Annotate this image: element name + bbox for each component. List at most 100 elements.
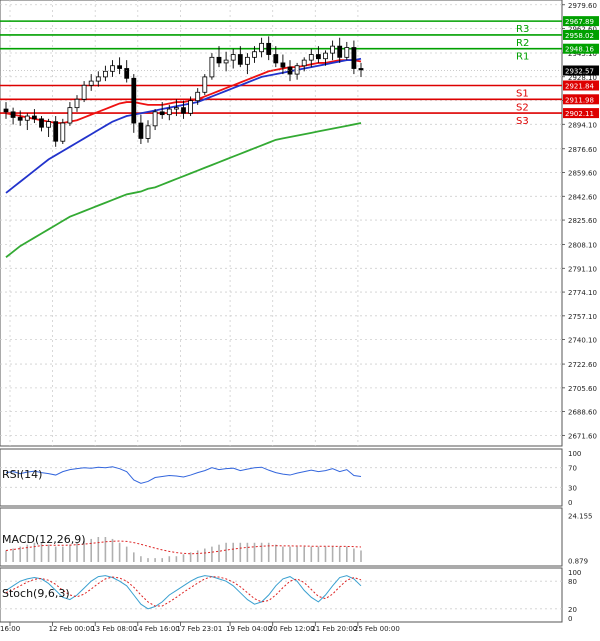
stoch-tick-label: 80 xyxy=(568,578,577,586)
rsi-title: RSI(14) xyxy=(2,468,42,481)
price-tick-label: 2808.10 xyxy=(568,242,597,250)
candle-body xyxy=(138,122,144,139)
price-tick-label: 2825.60 xyxy=(568,217,597,225)
price-tick-label: 2928.10 xyxy=(568,74,597,82)
level-price-label-s1: 2921.84 xyxy=(565,83,594,91)
x-tick-label: 13 Feb 08:00 xyxy=(91,625,137,633)
level-price-tag-r2 xyxy=(563,29,599,40)
candle-body xyxy=(244,56,250,65)
level-name-s3: S3 xyxy=(516,116,529,127)
candle-body xyxy=(124,68,130,79)
candle-body xyxy=(294,65,300,75)
x-tick-label: 16:00 xyxy=(0,625,20,633)
rsi-tick-label: 0 xyxy=(568,499,572,507)
rsi-line xyxy=(5,466,362,484)
candle-body xyxy=(188,100,194,114)
candle-body xyxy=(195,91,201,102)
candle-body xyxy=(131,77,137,124)
price-panel-frame xyxy=(0,0,563,447)
price-tick-label: 2842.60 xyxy=(568,193,597,201)
level-price-tag-s3 xyxy=(563,108,599,119)
price-tick-label: 2859.60 xyxy=(568,170,597,178)
candle-body xyxy=(358,68,364,71)
candle-body xyxy=(301,59,307,67)
macd-panel: 24.155 0.879 MACD(12,26,9) xyxy=(2,513,593,566)
candle-body xyxy=(330,45,336,54)
candle-body xyxy=(95,76,101,82)
level-name-s1: S1 xyxy=(516,89,529,100)
candle-body xyxy=(103,70,108,78)
candle-body xyxy=(323,52,328,60)
candle-body xyxy=(117,65,122,69)
level-price-label-s2: 2911.98 xyxy=(565,96,594,104)
price-tick-label: 2791.10 xyxy=(568,265,597,273)
candles xyxy=(3,36,364,147)
candle-body xyxy=(46,121,51,128)
price-tick-label: 2740.10 xyxy=(568,337,597,345)
level-name-r1: R1 xyxy=(516,52,529,63)
candle-body xyxy=(159,111,165,116)
level-price-tag-r3 xyxy=(563,16,599,27)
candle-body xyxy=(351,47,357,69)
candle-body xyxy=(60,122,66,142)
candle-body xyxy=(88,80,94,86)
candle-body xyxy=(53,121,59,142)
candle-body xyxy=(17,117,23,121)
price-tick-label: 2876.60 xyxy=(568,146,597,154)
pivot-levels: R3 2967.89 R2 2958.02 R1 2948.16 S1 2921.84 S2 29… xyxy=(0,16,599,127)
x-tick-label: 20 Feb 12:00 xyxy=(269,625,315,633)
price-tick-label: 2757.10 xyxy=(568,313,597,321)
candle-body xyxy=(266,42,272,55)
price-tick-label: 2894.10 xyxy=(568,121,597,129)
rsi-panel-frame xyxy=(0,448,563,507)
current-price-label: 2932.57 xyxy=(565,68,594,76)
candle-body xyxy=(173,107,179,110)
candle-body xyxy=(344,47,350,58)
candle-body xyxy=(181,107,186,114)
candle-body xyxy=(209,56,215,78)
level-price-label-s3: 2902.11 xyxy=(565,110,594,118)
candle-body xyxy=(152,111,158,127)
stoch-main-line xyxy=(5,575,362,610)
candle-body xyxy=(308,54,314,61)
rsi-tick-label: 70 xyxy=(568,465,577,473)
level-price-tag-s2 xyxy=(563,94,599,105)
stoch-tick-label: 0 xyxy=(568,615,572,623)
candle-body xyxy=(252,51,257,58)
stoch-panel-frame xyxy=(0,567,563,623)
price-tick-label: 2671.60 xyxy=(568,432,597,440)
stoch-tick-label: 100 xyxy=(568,569,581,577)
price-tick-label: 2688.60 xyxy=(568,409,597,417)
x-tick-label: 12 Feb 00:00 xyxy=(49,625,95,633)
candle-body xyxy=(259,42,265,53)
x-tick-label: 17 Feb 23:01 xyxy=(176,625,222,633)
macd-tick-label: 24.155 xyxy=(568,513,593,521)
level-price-tag-s1 xyxy=(563,80,599,91)
candle-body xyxy=(67,107,73,124)
candle-body xyxy=(202,76,208,93)
price-tick-label: 2705.60 xyxy=(568,385,597,393)
price-tick-label: 2774.10 xyxy=(568,289,597,297)
level-price-label-r1: 2948.16 xyxy=(565,46,594,54)
x-tick-label: 14 Feb 16:00 xyxy=(134,625,180,633)
candle-body xyxy=(3,108,9,113)
price-tick-label: 2722.60 xyxy=(568,361,597,369)
candle-body xyxy=(273,54,279,64)
stoch-tick-label: 20 xyxy=(568,606,577,614)
level-price-label-r2: 2958.02 xyxy=(565,32,594,40)
candle-body xyxy=(145,125,151,139)
x-tick-label: 19 Feb 04:00 xyxy=(226,625,272,633)
candle-body xyxy=(81,84,87,100)
candle-body xyxy=(74,98,80,109)
macd-panel-frame xyxy=(0,507,563,567)
candle-body xyxy=(110,65,115,72)
candle-body xyxy=(315,54,321,60)
price-tick-label: 2979.60 xyxy=(568,2,597,10)
level-price-label-r3: 2967.89 xyxy=(565,18,594,26)
current-price-tag xyxy=(563,65,599,76)
candle-body xyxy=(166,108,172,116)
